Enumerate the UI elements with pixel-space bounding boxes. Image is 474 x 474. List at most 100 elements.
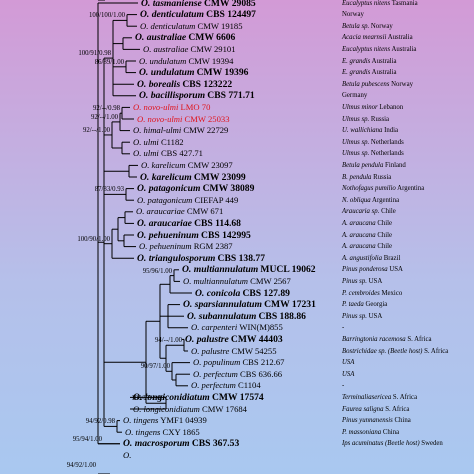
- host-location: Ulmus sp. Netherlands: [342, 137, 404, 148]
- taxon-label: O. subannulatum CBS 188.86: [187, 311, 306, 322]
- taxon-epithet: sparsiannulatum: [194, 299, 262, 311]
- support-value: 100/90/1.00: [77, 235, 110, 243]
- taxon-genus: O.: [123, 415, 132, 426]
- location-name: Norway: [391, 80, 413, 88]
- host-name: -: [342, 382, 345, 390]
- location-name: India: [384, 127, 399, 135]
- host-location: E. grandis Australia: [342, 67, 397, 78]
- taxon-epithet: australiae: [153, 43, 189, 54]
- support-value: 92/--/0.98: [93, 105, 120, 113]
- taxon-label: O. perfectum CBS 636.66: [193, 369, 282, 380]
- taxon-strain: LMO 70: [180, 101, 211, 112]
- taxon-genus: O.: [133, 136, 142, 147]
- taxon-genus: O.: [133, 125, 142, 136]
- taxon-epithet: novo-ulmi: [143, 101, 179, 112]
- taxon-strain: CMW 54255: [231, 345, 277, 356]
- taxon-genus: O.: [191, 322, 200, 333]
- taxon-epithet: denticulatum: [151, 9, 204, 21]
- location-name: Argentina: [397, 185, 425, 193]
- location-name: Finland: [385, 161, 406, 169]
- taxon-genus: O.: [140, 20, 149, 31]
- location-name: Australia: [391, 45, 417, 53]
- taxon-strain: C1104: [238, 380, 261, 391]
- taxon-genus: O.: [139, 67, 149, 79]
- host-name: Betula sp.: [342, 22, 370, 30]
- host-name: Terminaliasericea: [342, 393, 392, 401]
- taxon-strain: CXY 1865: [162, 426, 200, 437]
- taxon-epithet: tingens: [135, 426, 161, 437]
- taxon-strain: CMW 29101: [190, 43, 236, 54]
- taxon-label: O. macrosporum CBS 367.53: [123, 438, 239, 449]
- taxon-epithet: karelicum: [151, 171, 192, 183]
- taxon-label: O. patagonicum CMW 38089: [137, 183, 254, 194]
- host-location: P. massoniana China: [342, 427, 399, 438]
- taxon-genus: O.: [137, 78, 147, 90]
- taxon-epithet: longiconidiatum: [143, 403, 200, 414]
- taxon-strain: CMW 671: [186, 206, 224, 217]
- taxon-epithet: araucariae: [146, 206, 185, 217]
- host-location: N. obliqua Argentina: [342, 195, 399, 206]
- taxon-strain: CMW 25033: [184, 113, 230, 124]
- host-name: A. araucana: [342, 243, 376, 251]
- taxon-strain: CBS 124497: [206, 9, 256, 21]
- host-name: Bostrichidae sp. (Beetle host): [342, 347, 423, 355]
- host-name: Ulmus sp.: [342, 115, 370, 123]
- taxon-epithet: patagonicum: [147, 194, 193, 205]
- host-location: Bostrichidae sp. (Beetle host) S. Africa: [342, 346, 448, 357]
- host-name: Eucalyptus nitens: [342, 45, 391, 53]
- location-name: Mexico: [381, 289, 403, 297]
- host-location: Pinus ponderosa USA: [342, 264, 403, 275]
- host-name: Pinus sp.: [342, 312, 367, 320]
- location-name: Netherlands: [370, 150, 404, 158]
- support-value: 95/94/1.00: [72, 435, 102, 443]
- taxon-strain: YMF1 04939: [160, 415, 207, 426]
- host-name: USA: [342, 370, 355, 378]
- taxon-strain: RGM 2387: [193, 241, 233, 252]
- taxon-strain: CBS 188.86: [258, 310, 306, 322]
- taxon-genus: O.: [191, 380, 200, 391]
- taxon-strain: CBS 127.89: [242, 287, 290, 299]
- taxon-genus: O.: [125, 426, 134, 437]
- taxon-epithet: australiae: [146, 32, 187, 44]
- host-location: Faurea saligna S. Africa: [342, 404, 409, 415]
- taxon-epithet: pehueninum: [149, 241, 192, 252]
- taxon-label: O. novo-ulmi CMW 25033: [137, 114, 230, 125]
- location-name: S. Africa: [385, 405, 410, 413]
- location-name: USA: [368, 312, 383, 320]
- location-name: Russia: [370, 115, 390, 123]
- host-location: Ulmus sp. Russia: [342, 114, 389, 125]
- taxon-genus: O.: [183, 275, 192, 286]
- taxon-strain: CMW 22729: [183, 125, 229, 136]
- host-name: B. pendula: [342, 173, 372, 181]
- host-location: -: [342, 322, 344, 333]
- taxon-label: O. araucariae CMW 671: [136, 206, 223, 217]
- taxon-genus: O.: [141, 159, 150, 170]
- location-name: Chile: [377, 231, 393, 239]
- taxon-strain: CMW 38089: [202, 183, 255, 195]
- host-name: -: [342, 324, 345, 332]
- taxon-strain: CMW 19185: [197, 20, 243, 31]
- location-name: Germany: [342, 92, 368, 100]
- support-value: 100/91/0.98: [78, 50, 111, 58]
- support-value: 90/97/1.00: [140, 363, 170, 371]
- location-name: Netherlands: [370, 138, 404, 146]
- taxon-label: O. tingens CXY 1865: [125, 427, 200, 438]
- taxon-strain: WIN(M)855: [239, 322, 283, 333]
- host-name: Pinus sp.: [342, 277, 367, 285]
- location-name: Chile: [377, 219, 393, 227]
- taxon-genus: O.: [137, 217, 147, 229]
- taxon-strain: CMW 17574: [211, 391, 264, 403]
- taxon-strain: CIEFAP 449: [194, 194, 239, 205]
- host-name: P. massoniana: [342, 428, 382, 436]
- taxon-label: O. conicola CBS 127.89: [195, 288, 290, 299]
- taxon-strain: CMW 19396: [196, 67, 249, 79]
- host-location: Acacia mearnsii Australia: [342, 32, 413, 43]
- host-location: Nothofagus pumilio Argentina: [342, 183, 424, 194]
- host-location: USA: [342, 369, 354, 380]
- taxon-genus: O.: [195, 287, 205, 299]
- host-name: A. araucana: [342, 231, 376, 239]
- taxon-label: O. tasmaniense CMW 29085: [141, 0, 256, 9]
- taxon-label: O. araucariae CBS 114.68: [137, 218, 241, 229]
- location-name: Australia: [371, 69, 397, 77]
- taxon-epithet: bacillisporum: [150, 90, 206, 102]
